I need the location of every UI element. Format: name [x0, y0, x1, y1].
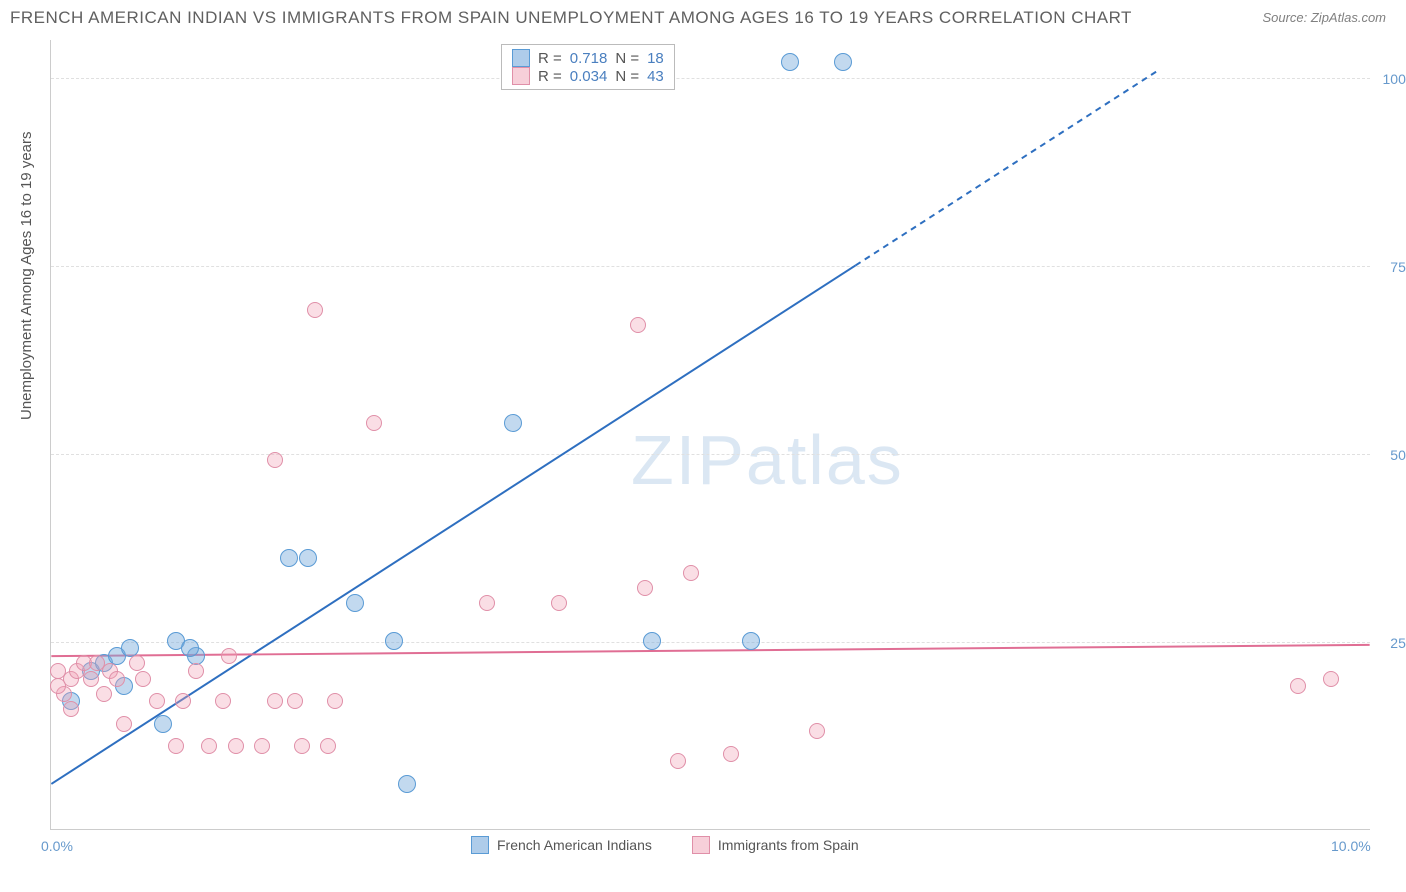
scatter-point — [327, 693, 343, 709]
scatter-point — [398, 775, 416, 793]
legend-label: French American Indians — [497, 837, 652, 853]
chart-title: FRENCH AMERICAN INDIAN VS IMMIGRANTS FRO… — [10, 8, 1132, 28]
n-label: N = — [615, 50, 639, 67]
scatter-point — [221, 648, 237, 664]
scatter-point — [254, 738, 270, 754]
scatter-point — [63, 701, 79, 717]
gridline: 25.0% — [51, 642, 1370, 643]
scatter-point — [50, 678, 66, 694]
scatter-point — [809, 723, 825, 739]
y-tick-label: 100.0% — [1383, 71, 1406, 87]
series-legend: French American Indians Immigrants from … — [471, 836, 859, 854]
scatter-point — [742, 632, 760, 650]
scatter-point — [637, 580, 653, 596]
r-value-blue: 0.718 — [570, 50, 608, 67]
n-value-blue: 18 — [647, 50, 664, 67]
trend-line-extension — [856, 70, 1159, 265]
gridline: 50.0% — [51, 454, 1370, 455]
scatter-point — [723, 746, 739, 762]
n-label: N = — [615, 68, 639, 85]
scatter-point — [280, 549, 298, 567]
scatter-point — [385, 632, 403, 650]
gridline: 100.0% — [51, 78, 1370, 79]
scatter-point — [307, 302, 323, 318]
r-value-pink: 0.034 — [570, 68, 608, 85]
legend-row-blue: R = 0.718 N = 18 — [512, 49, 664, 67]
scatter-point — [504, 414, 522, 432]
legend-item-pink: Immigrants from Spain — [692, 836, 859, 854]
chart-plot-area: ZIPatlas 25.0% 50.0% 75.0% 100.0% R = 0.718… — [50, 40, 1370, 830]
scatter-point — [320, 738, 336, 754]
scatter-point — [129, 655, 145, 671]
y-tick-label: 75.0% — [1390, 259, 1406, 275]
scatter-point — [83, 671, 99, 687]
legend-swatch-pink — [512, 67, 530, 85]
y-tick-label: 50.0% — [1390, 447, 1406, 463]
trend-line — [51, 645, 1369, 656]
legend-row-pink: R = 0.034 N = 43 — [512, 67, 664, 85]
trend-lines-layer — [51, 40, 1370, 829]
x-tick-label: 0.0% — [41, 838, 73, 854]
scatter-point — [116, 716, 132, 732]
scatter-point — [267, 452, 283, 468]
source-attribution: Source: ZipAtlas.com — [1262, 10, 1386, 25]
legend-swatch-pink — [692, 836, 710, 854]
legend-swatch-blue — [512, 49, 530, 67]
r-label: R = — [538, 50, 562, 67]
scatter-point — [1323, 671, 1339, 687]
scatter-point — [630, 317, 646, 333]
scatter-point — [109, 671, 125, 687]
n-value-pink: 43 — [647, 68, 664, 85]
scatter-point — [154, 715, 172, 733]
scatter-point — [149, 693, 165, 709]
scatter-point — [670, 753, 686, 769]
scatter-point — [1290, 678, 1306, 694]
gridline: 75.0% — [51, 266, 1370, 267]
scatter-point — [683, 565, 699, 581]
scatter-point — [181, 639, 199, 657]
scatter-point — [643, 632, 661, 650]
scatter-point — [135, 671, 151, 687]
y-tick-label: 25.0% — [1390, 635, 1406, 651]
legend-label: Immigrants from Spain — [718, 837, 859, 853]
scatter-point — [175, 693, 191, 709]
scatter-point — [96, 686, 112, 702]
r-label: R = — [538, 68, 562, 85]
legend-item-blue: French American Indians — [471, 836, 652, 854]
legend-swatch-blue — [471, 836, 489, 854]
scatter-point — [267, 693, 283, 709]
watermark-text: ZIPatlas — [631, 420, 904, 500]
scatter-point — [834, 53, 852, 71]
correlation-legend: R = 0.718 N = 18 R = 0.034 N = 43 — [501, 44, 675, 90]
scatter-point — [215, 693, 231, 709]
scatter-point — [781, 53, 799, 71]
scatter-point — [479, 595, 495, 611]
scatter-point — [228, 738, 244, 754]
scatter-point — [299, 549, 317, 567]
trend-line — [51, 265, 855, 783]
scatter-point — [168, 738, 184, 754]
scatter-point — [294, 738, 310, 754]
scatter-point — [346, 594, 364, 612]
scatter-point — [551, 595, 567, 611]
scatter-point — [366, 415, 382, 431]
scatter-point — [201, 738, 217, 754]
scatter-point — [188, 663, 204, 679]
scatter-point — [287, 693, 303, 709]
x-tick-label: 10.0% — [1331, 838, 1371, 854]
y-axis-title: Unemployment Among Ages 16 to 19 years — [18, 131, 35, 420]
